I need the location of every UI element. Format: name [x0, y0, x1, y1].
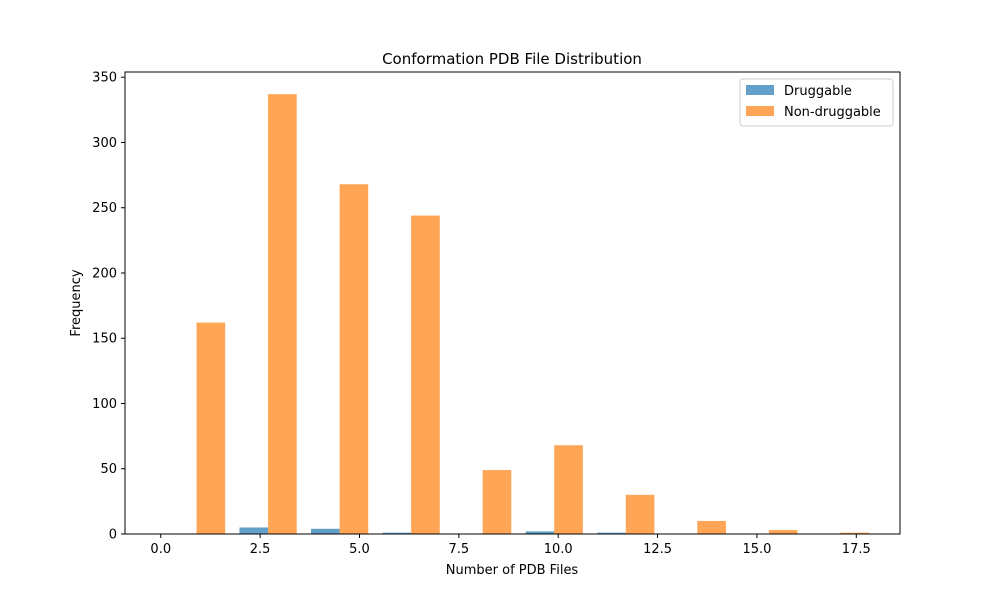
- bar-non-druggable-9: [840, 532, 869, 534]
- x-tick-label: 2.5: [250, 542, 271, 557]
- legend: Druggable Non-druggable: [739, 78, 894, 127]
- y-tick-label: 250: [92, 201, 117, 216]
- x-axis-ticks: 0.0 2.5 5.0 7.5 10.0 12.5 15.0 17.5: [150, 534, 871, 557]
- bar-druggable-2: [311, 528, 340, 534]
- legend-box: [739, 78, 894, 127]
- x-tick-label: 5.0: [349, 542, 370, 557]
- y-axis-label: Frequency: [69, 269, 84, 336]
- y-tick-label: 0: [109, 528, 117, 543]
- x-tick-label: 15.0: [742, 542, 771, 557]
- bar-non-druggable-2: [339, 184, 369, 535]
- bar-non-druggable-0: [196, 322, 226, 534]
- x-tick-label: 7.5: [449, 542, 470, 557]
- bar-non-druggable-5: [554, 445, 583, 534]
- y-tick-label: 350: [92, 71, 117, 86]
- x-tick-label: 0.0: [150, 542, 171, 557]
- bar-druggable-5: [525, 531, 555, 534]
- bar-non-druggable-3: [411, 215, 440, 534]
- bar-non-druggable-1: [268, 94, 297, 534]
- y-tick-label: 300: [92, 136, 117, 151]
- bar-druggable-6: [597, 532, 626, 534]
- legend-label-non-druggable: Non-druggable: [784, 105, 881, 120]
- bar-non-druggable-8: [768, 530, 798, 534]
- x-tick-label: 10.0: [544, 542, 573, 557]
- chart-title: Conformation PDB File Distribution: [382, 50, 642, 68]
- x-axis-label: Number of PDB Files: [446, 563, 579, 578]
- bar-druggable-1: [239, 527, 269, 534]
- y-tick-label: 100: [92, 397, 117, 412]
- bars-group: [196, 94, 869, 535]
- bar-non-druggable-7: [697, 520, 726, 534]
- legend-swatch-non-druggable: [746, 106, 774, 116]
- bar-non-druggable-4: [482, 470, 512, 534]
- y-tick-label: 200: [92, 266, 117, 281]
- x-tick-label: 17.5: [842, 542, 871, 557]
- bar-druggable-3: [382, 532, 412, 534]
- bar-non-druggable-6: [625, 494, 655, 534]
- plot-frame: [124, 71, 901, 535]
- y-axis-ticks: 0 50 100 150 200 250 300 350: [92, 71, 125, 543]
- legend-label-druggable: Druggable: [784, 84, 852, 99]
- y-tick-label: 50: [100, 462, 117, 477]
- x-tick-label: 12.5: [643, 542, 672, 557]
- y-tick-label: 150: [92, 332, 117, 347]
- legend-swatch-druggable: [746, 85, 774, 95]
